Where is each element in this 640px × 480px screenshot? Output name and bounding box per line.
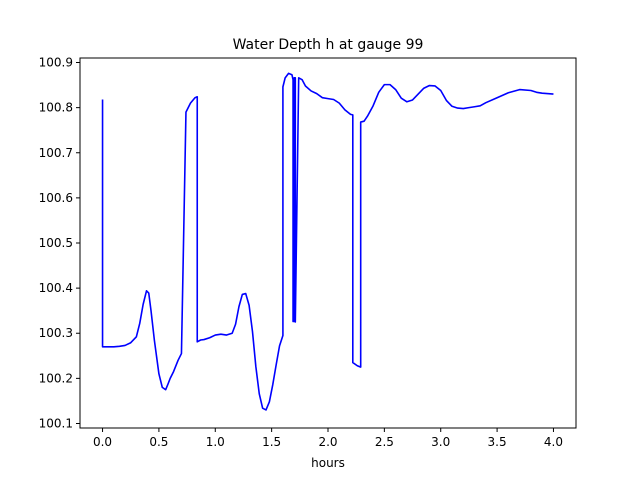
x-tick-label: 1.5 [262, 435, 281, 449]
y-tick-label: 100.9 [39, 56, 73, 70]
y-axis-ticks: 100.1 100.2 100.3 100.4 100.5 100.6 100.7 100.8… [39, 56, 80, 430]
series-line-layer [101, 72, 554, 411]
x-tick-label: 0.0 [93, 435, 112, 449]
y-tick-label: 100.6 [39, 191, 73, 205]
x-tick-label: 4.0 [544, 435, 563, 449]
x-tick-label: 0.5 [149, 435, 168, 449]
y-tick-label: 100.4 [39, 281, 73, 295]
y-tick-label: 100.7 [39, 146, 73, 160]
y-tick-label: 100.2 [39, 371, 73, 385]
chart-title: Water Depth h at gauge 99 [233, 37, 424, 53]
x-tick-label: 2.5 [375, 435, 394, 449]
x-tick-label: 3.0 [431, 435, 450, 449]
x-tick-label: 2.0 [318, 435, 337, 449]
x-axis-ticks: 0.0 0.5 1.0 1.5 2.0 2.5 3.0 3.5 4.0 [93, 428, 563, 449]
x-tick-label: 1.0 [206, 435, 225, 449]
y-tick-label: 100.8 [39, 101, 73, 115]
x-axis-label: hours [311, 456, 345, 470]
y-tick-label: 100.5 [39, 236, 73, 250]
y-tick-label: 100.1 [39, 416, 73, 430]
x-tick-label: 3.5 [488, 435, 507, 449]
y-tick-label: 100.3 [39, 326, 73, 340]
series-line-0 [101, 72, 554, 411]
plot-area-frame [79, 57, 577, 429]
